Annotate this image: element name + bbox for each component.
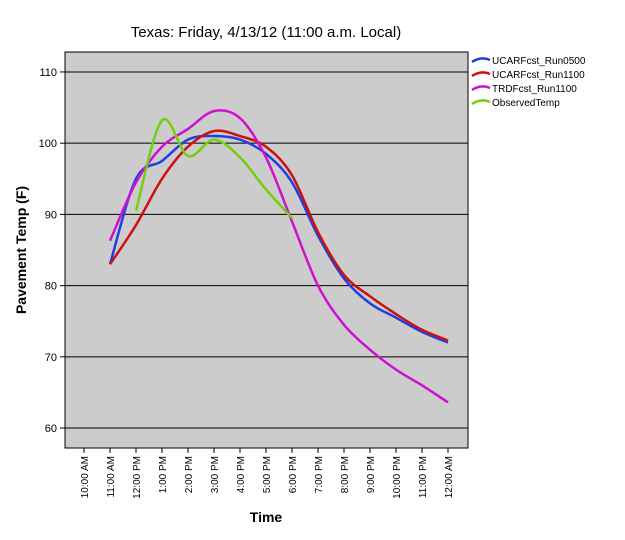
legend-swatch xyxy=(471,99,491,106)
legend-label: ObservedTemp xyxy=(492,98,560,109)
y-tick-label: 80 xyxy=(45,281,57,293)
y-tick-label: 110 xyxy=(39,67,57,79)
x-tick-label: 10:00 PM xyxy=(392,456,403,499)
x-tick-label: 11:00 PM xyxy=(418,456,429,498)
y-tick-label: 60 xyxy=(45,423,57,435)
legend-swatch xyxy=(471,85,491,92)
y-tick-label: 70 xyxy=(45,352,57,364)
legend-label: UCARFcst_Run0500 xyxy=(492,56,586,67)
line xyxy=(108,134,449,344)
x-tick-label: 12:00 AM xyxy=(444,456,455,498)
x-tick-label: 1:00 PM xyxy=(158,456,169,493)
x-tick-label: 11:00 AM xyxy=(106,456,117,498)
x-tick-label: 2:00 PM xyxy=(184,456,195,493)
legend-label: TRDFcst_Run1100 xyxy=(492,84,577,95)
x-tick-label: 3:00 PM xyxy=(210,456,221,493)
x-tick-label: 12:00 PM xyxy=(132,456,143,499)
plot-area xyxy=(64,51,469,449)
chart-title: Texas: Friday, 4/13/12 (11:00 a.m. Local… xyxy=(131,24,401,41)
legend-swatch xyxy=(471,71,491,78)
x-tick-label: 7:00 PM xyxy=(314,456,325,493)
x-tick-label: 9:00 PM xyxy=(366,456,377,493)
y-axis-label: Pavement Temp (F) xyxy=(13,186,29,314)
x-tick-label: 4:00 PM xyxy=(236,456,247,493)
y-tick-label: 100 xyxy=(39,138,57,150)
line xyxy=(108,109,449,404)
x-tick-label: 10:00 AM xyxy=(80,456,91,498)
x-tick-label: 5:00 PM xyxy=(262,456,273,493)
x-axis-label: Time xyxy=(250,509,283,525)
x-tick-label: 6:00 PM xyxy=(288,456,299,493)
line xyxy=(108,129,449,342)
x-tick-label: 8:00 PM xyxy=(340,456,351,493)
legend-swatch xyxy=(471,57,491,64)
y-tick-label: 90 xyxy=(45,209,57,221)
legend-label: UCARFcst_Run1100 xyxy=(492,70,585,81)
line xyxy=(134,117,293,219)
